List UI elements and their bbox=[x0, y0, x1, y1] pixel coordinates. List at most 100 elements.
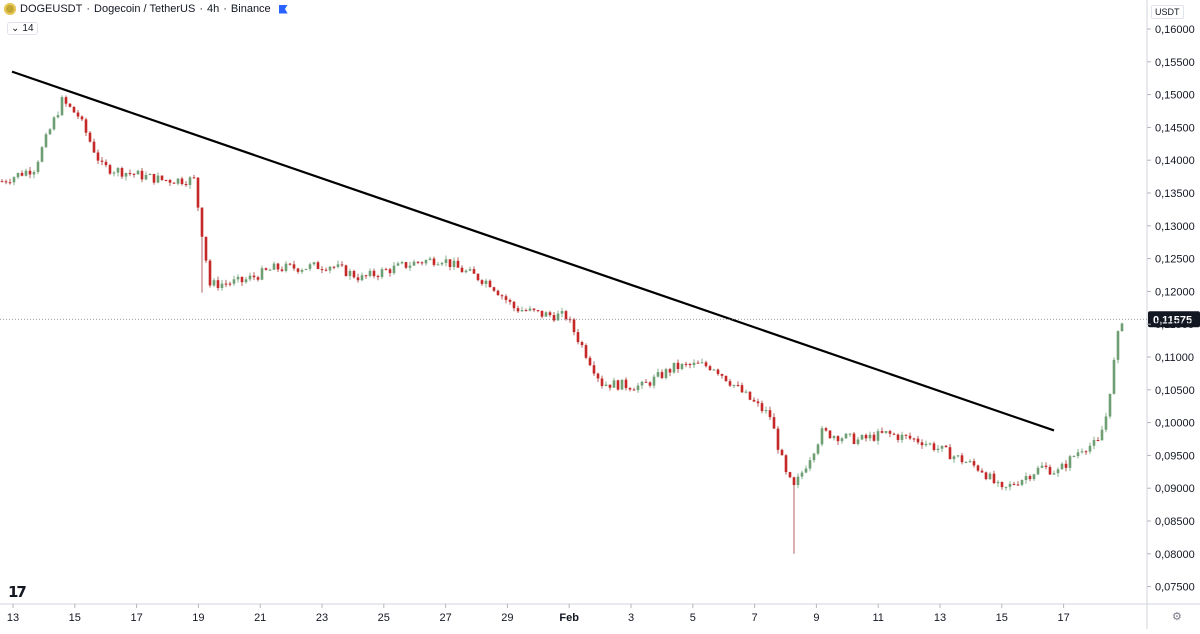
chevron-down-icon[interactable]: ⌄ bbox=[11, 23, 20, 34]
candle-body bbox=[760, 403, 764, 412]
overlays: 0,11575 bbox=[0, 70, 1200, 432]
symbol-header[interactable]: DOGEUSDT · Dogecoin / TetherUS · 4h · Bi… bbox=[4, 3, 288, 15]
y-tick-label: 0,13500 bbox=[1155, 188, 1195, 200]
indicator-legend[interactable]: ⌄ 14 bbox=[7, 22, 38, 35]
candle-body bbox=[220, 283, 224, 289]
candle-body bbox=[404, 262, 408, 268]
candle-body bbox=[500, 295, 504, 297]
candle-body bbox=[1012, 483, 1016, 485]
candle-body bbox=[496, 290, 500, 296]
candle-body bbox=[620, 379, 624, 390]
candle-body bbox=[1060, 463, 1064, 470]
gear-icon[interactable]: ⚙ bbox=[1172, 611, 1182, 623]
candle-body bbox=[716, 369, 720, 374]
candle-body bbox=[924, 443, 928, 446]
candle-body bbox=[824, 428, 828, 431]
candle-body bbox=[264, 268, 268, 270]
candle-body bbox=[44, 134, 48, 148]
y-tick-label: 0,14500 bbox=[1155, 122, 1195, 134]
interval-label[interactable]: 4h bbox=[207, 3, 220, 15]
candle-body bbox=[488, 280, 492, 288]
candle-body bbox=[180, 178, 184, 184]
candle-body bbox=[1092, 440, 1096, 446]
candle-body bbox=[860, 434, 864, 440]
candle-body bbox=[248, 275, 252, 280]
flag-icon[interactable] bbox=[278, 4, 288, 14]
candle-body bbox=[544, 312, 548, 317]
candle-body bbox=[96, 152, 100, 161]
candle-body bbox=[384, 269, 388, 271]
candle-body bbox=[972, 461, 976, 466]
candle-body bbox=[504, 296, 508, 300]
candle-body bbox=[376, 276, 380, 278]
candle-body bbox=[548, 312, 552, 316]
candle-body bbox=[32, 172, 36, 175]
candle-body bbox=[140, 170, 144, 180]
candle-body bbox=[988, 473, 992, 480]
candle-body bbox=[780, 449, 784, 456]
candle-body bbox=[680, 363, 684, 370]
candle-body bbox=[808, 460, 812, 469]
dogecoin-icon bbox=[4, 3, 16, 15]
candle-body bbox=[580, 342, 584, 346]
tradingview-logo[interactable]: 17 bbox=[8, 583, 27, 601]
currency-label[interactable]: USDT bbox=[1151, 5, 1184, 19]
candle-body bbox=[168, 180, 172, 183]
candle-body bbox=[668, 369, 672, 373]
candle-body bbox=[652, 376, 656, 386]
candle-body bbox=[932, 443, 936, 450]
candle-body bbox=[204, 236, 208, 261]
candle-body bbox=[432, 258, 436, 265]
candle-body bbox=[36, 161, 40, 173]
candle-body bbox=[964, 462, 968, 464]
candle-body bbox=[332, 266, 336, 268]
candle-body bbox=[1000, 482, 1004, 488]
candle-body bbox=[752, 399, 756, 402]
candle-body bbox=[120, 168, 124, 177]
x-tick-label: 15 bbox=[996, 612, 1008, 624]
candle-body bbox=[512, 301, 516, 309]
candle-body bbox=[576, 332, 580, 343]
candle-body bbox=[772, 417, 776, 429]
candle-body bbox=[876, 431, 880, 441]
candle-body bbox=[1056, 469, 1060, 474]
candle-body bbox=[112, 172, 116, 174]
candle-body bbox=[868, 434, 872, 439]
candle-body bbox=[472, 269, 476, 274]
candle-body bbox=[16, 172, 20, 178]
y-tick-label: 0,09500 bbox=[1155, 450, 1195, 462]
y-tick-label: 0,12000 bbox=[1155, 286, 1195, 298]
candle-body bbox=[564, 311, 568, 320]
candle-body bbox=[132, 173, 136, 175]
y-tick-label: 0,11000 bbox=[1155, 352, 1194, 364]
candle-body bbox=[856, 439, 860, 444]
x-tick-label: 7 bbox=[752, 612, 758, 624]
candle-body bbox=[424, 260, 428, 264]
symbol-ticker[interactable]: DOGEUSDT bbox=[20, 3, 83, 15]
candle-body bbox=[88, 132, 92, 142]
candle-body bbox=[800, 472, 804, 477]
candle-body bbox=[428, 258, 432, 261]
candle-body bbox=[648, 382, 652, 386]
candle-body bbox=[152, 173, 156, 183]
candle-body bbox=[0, 181, 4, 183]
candle-body bbox=[728, 381, 732, 386]
y-tick-label: 0,12500 bbox=[1155, 254, 1195, 266]
x-tick-label: 29 bbox=[501, 612, 513, 624]
candle-body bbox=[84, 119, 88, 133]
candle-body bbox=[812, 453, 816, 461]
x-tick-label: 15 bbox=[69, 612, 81, 624]
x-tick-label: 27 bbox=[439, 612, 451, 624]
y-tick-label: 0,07500 bbox=[1155, 582, 1195, 594]
candle-body bbox=[212, 280, 216, 286]
candle-body bbox=[1016, 484, 1020, 486]
candle-body bbox=[1088, 445, 1092, 452]
candle-body bbox=[236, 276, 240, 280]
candle-body bbox=[768, 410, 772, 418]
candle-body bbox=[788, 472, 792, 478]
candle-body bbox=[956, 455, 960, 457]
candle-body bbox=[596, 373, 600, 379]
candle-body bbox=[784, 455, 788, 473]
